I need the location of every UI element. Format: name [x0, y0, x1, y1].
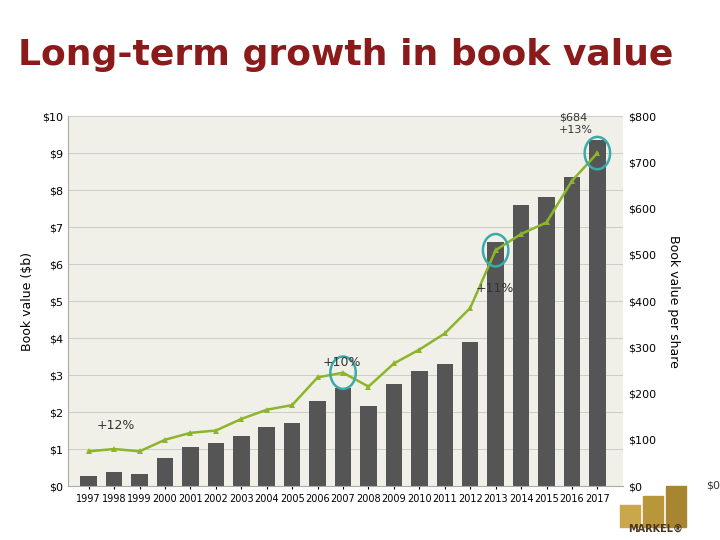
Y-axis label: Book value per share: Book value per share — [667, 234, 680, 368]
Bar — [386, 384, 402, 486]
Bar — [411, 372, 428, 486]
Bar — [539, 198, 555, 486]
Bar — [436, 364, 453, 486]
Text: +12%: +12% — [96, 418, 135, 431]
Y-axis label: Book value ($b): Book value ($b) — [21, 252, 35, 350]
Bar — [233, 436, 250, 486]
Bar — [666, 486, 686, 527]
Bar — [131, 474, 148, 486]
Bar — [106, 472, 122, 486]
Text: Book value ($b) / book value per share ($): Book value ($b) / book value per share (… — [235, 89, 485, 107]
Bar — [284, 423, 300, 486]
Bar — [157, 458, 174, 486]
Bar — [513, 205, 529, 486]
Bar — [360, 407, 377, 486]
Bar — [643, 496, 663, 527]
Bar — [258, 427, 275, 486]
Text: +11%: +11% — [475, 282, 513, 295]
Text: +10%: +10% — [323, 356, 361, 369]
Bar — [310, 401, 326, 486]
Text: Long-term growth in book value: Long-term growth in book value — [18, 38, 673, 72]
Text: $0: $0 — [706, 481, 720, 491]
Bar — [589, 140, 606, 486]
Bar — [564, 177, 580, 486]
Text: $684
+13%: $684 +13% — [559, 112, 593, 134]
Bar — [487, 242, 504, 486]
Bar — [81, 476, 97, 486]
Bar — [462, 342, 479, 486]
Bar — [182, 447, 199, 486]
Bar — [335, 388, 351, 486]
Bar — [620, 505, 640, 527]
Bar — [207, 443, 224, 486]
Text: MARKEL®: MARKEL® — [628, 524, 683, 534]
